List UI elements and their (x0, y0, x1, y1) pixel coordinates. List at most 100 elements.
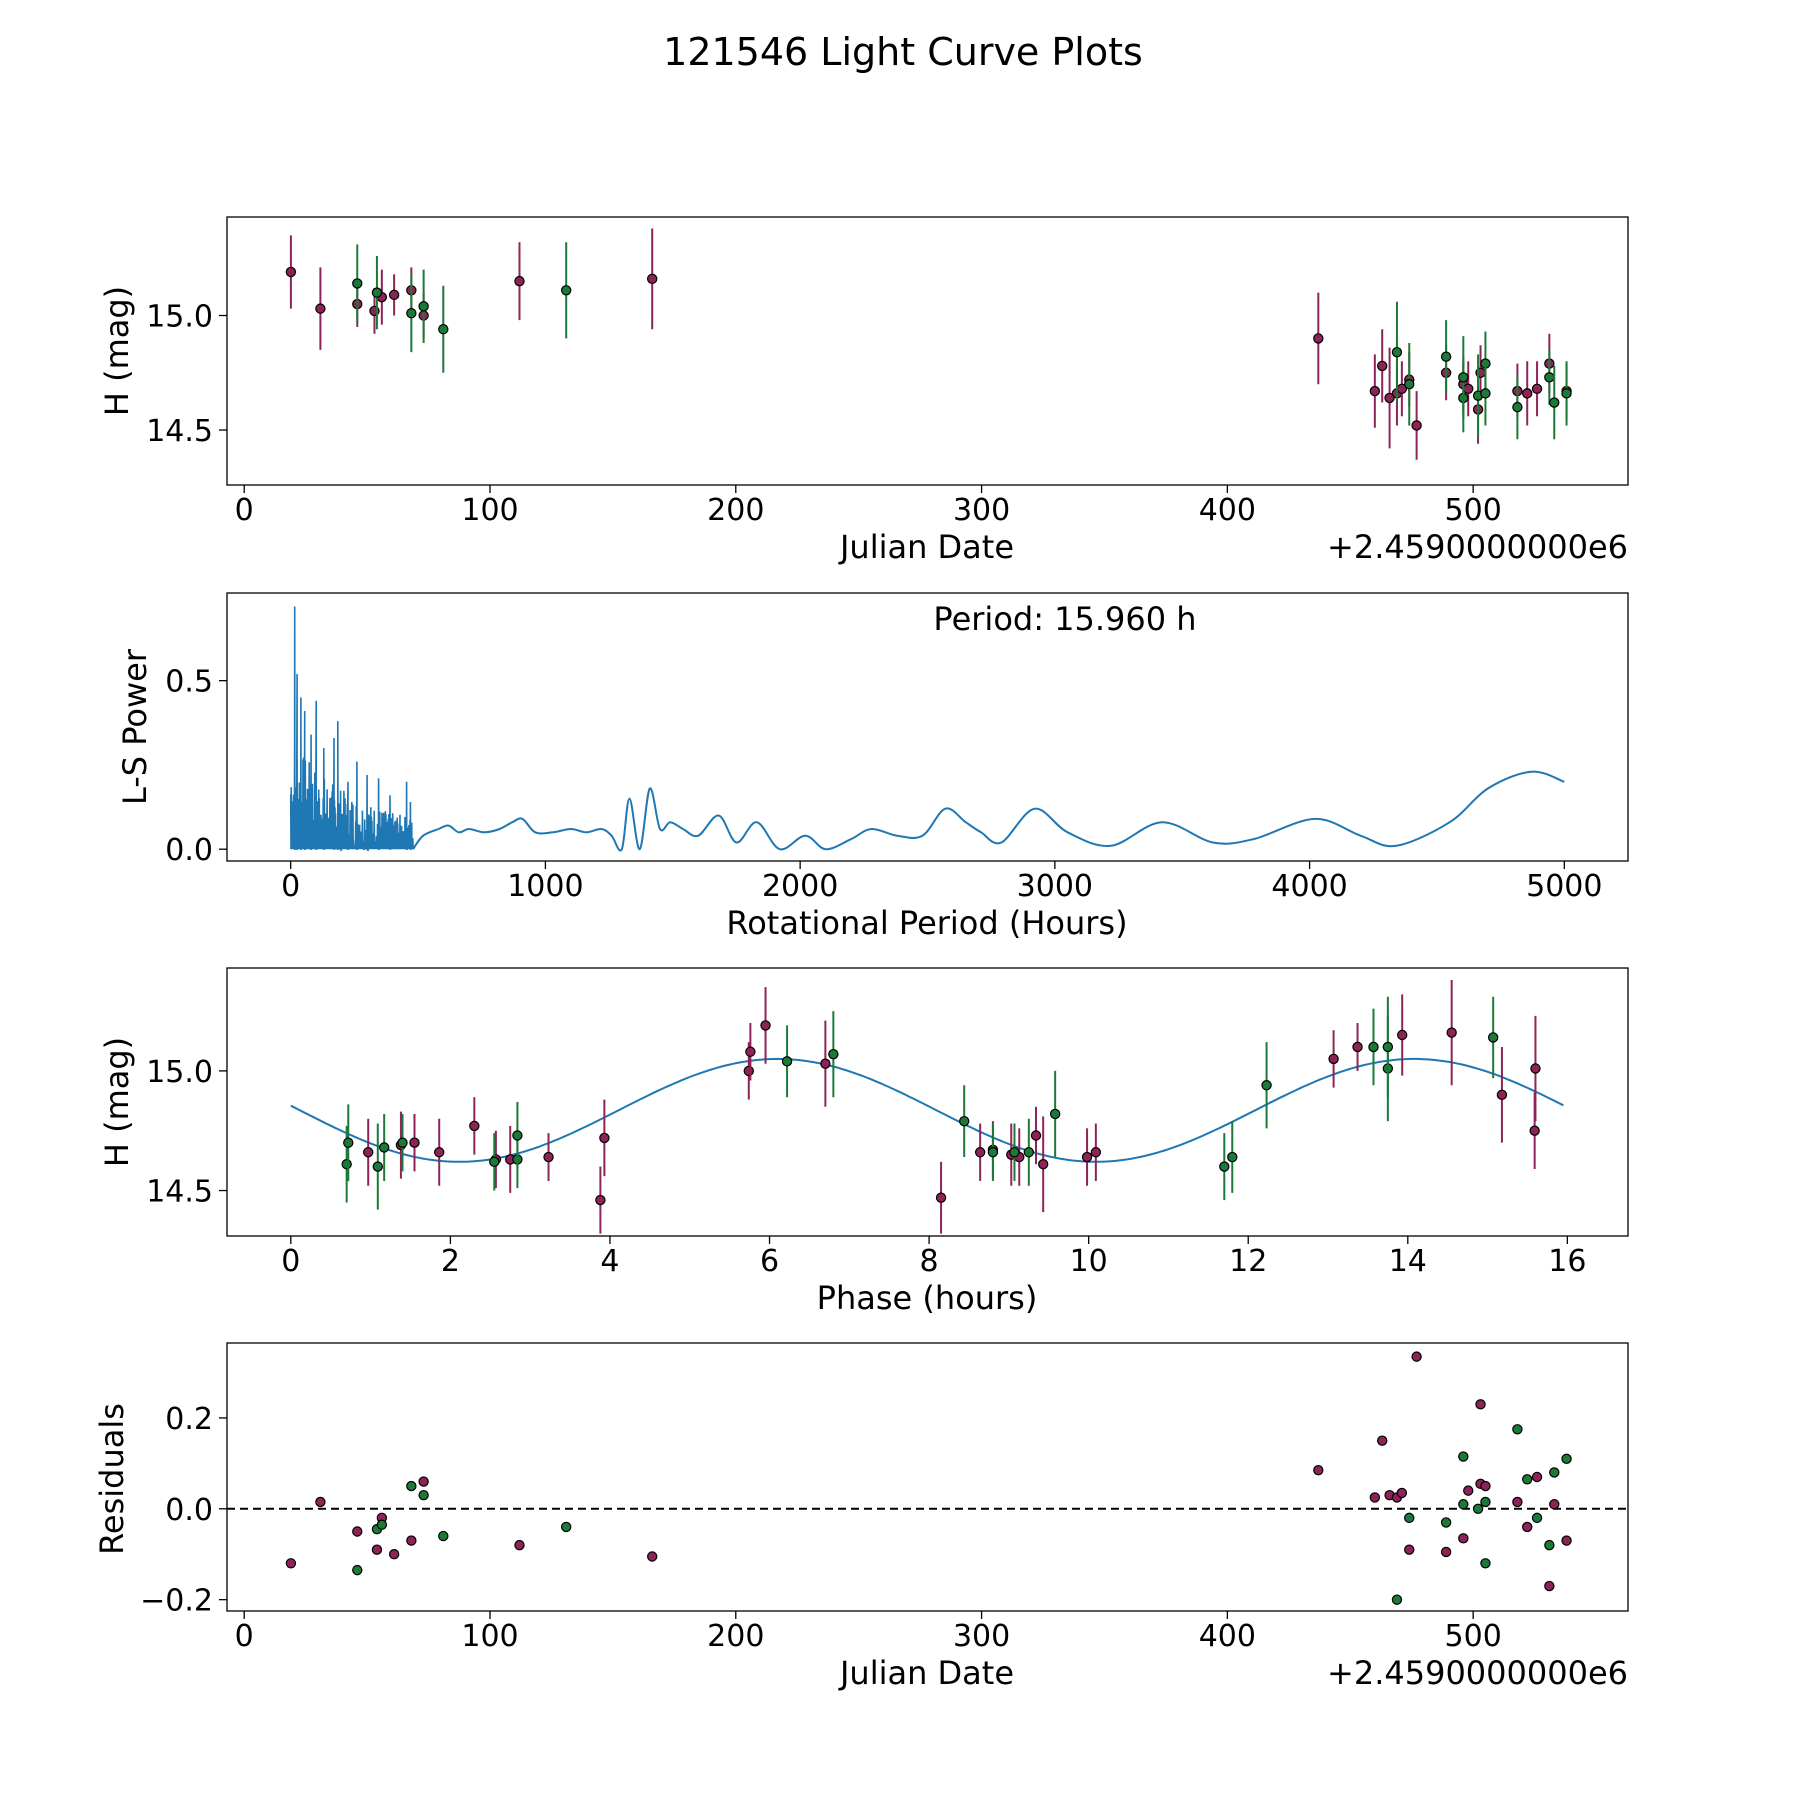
green-point (406, 1480, 417, 1492)
lightcurve-ylabel: H (mag) (98, 286, 136, 416)
magenta-point (760, 1020, 771, 1031)
magenta-point (1531, 1471, 1543, 1483)
green-point (406, 308, 417, 319)
green-point (1458, 372, 1469, 383)
xtick-label: 4000 (1271, 869, 1347, 904)
green-point (1544, 372, 1555, 383)
residuals-ylabel: Residuals (93, 1403, 131, 1555)
green-point (1404, 1512, 1415, 1524)
lightcurve-plot-area (285, 228, 1572, 460)
magenta-point (647, 1551, 658, 1562)
magenta-point (1328, 1053, 1339, 1065)
xtick-label: 0 (281, 869, 300, 904)
fit-curve (290, 1057, 1564, 1163)
green-point (1440, 351, 1452, 362)
xtick-label: 500 (1445, 1619, 1502, 1654)
green-point (1261, 1080, 1272, 1091)
magenta-point (1458, 1533, 1469, 1544)
magenta-point (974, 1147, 986, 1158)
magenta-point (1529, 1125, 1540, 1136)
magenta-point (285, 266, 297, 278)
xtick-label: 1000 (507, 869, 583, 904)
magenta-point (935, 1192, 947, 1203)
green-point (341, 1159, 352, 1170)
periodogram-plot-area (289, 606, 1565, 852)
magenta-point (388, 1549, 400, 1560)
magenta-point (1396, 1487, 1408, 1499)
magenta-point (1561, 1535, 1572, 1546)
magenta-point (285, 1558, 297, 1569)
periodogram-ylabel: L-S Power (116, 648, 154, 805)
magenta-point (1480, 1480, 1491, 1492)
figure-title: 121546 Light Curve Plots (663, 30, 1143, 74)
magenta-point (820, 1058, 831, 1069)
green-point (1458, 1451, 1469, 1462)
magenta-point (743, 1065, 754, 1077)
phased-ylabel: H (mag) (98, 1037, 136, 1167)
phased-axes-frame (226, 967, 1629, 1237)
green-point (1561, 388, 1572, 399)
phased-panel: 0 2 4 6 8 10 12 14 16 15.0 14.5 Phase (hours) H (m… (98, 967, 1629, 1317)
green-point (1391, 1594, 1403, 1605)
xtick-label: 200 (707, 493, 764, 528)
magenta-point (1522, 1521, 1533, 1533)
magenta-point (1313, 333, 1324, 344)
green-point (1512, 1424, 1523, 1435)
ytick-label: −0.2 (140, 1584, 213, 1619)
phased-xlabel: Phase (hours) (817, 1279, 1038, 1317)
residuals-offset-text: +2.4590000000e6 (1327, 1654, 1628, 1692)
magenta-point (514, 275, 525, 287)
green-point (371, 287, 383, 298)
magenta-point (1549, 1499, 1560, 1510)
green-point (560, 1521, 572, 1533)
lightcurve-axes-frame (226, 216, 1629, 486)
green-point (1219, 1161, 1230, 1172)
xtick-label: 300 (953, 1619, 1010, 1654)
magenta-point (1081, 1151, 1093, 1163)
magenta-point (409, 1137, 420, 1148)
periodogram-ticks: 0 1000 2000 3000 4000 5000 0.0 0.5 (165, 665, 1602, 904)
xtick-label: 16 (1548, 1244, 1586, 1279)
ytick-label: 0.0 (165, 1493, 213, 1528)
ytick-label: 0.0 (165, 833, 213, 868)
green-point (1480, 1558, 1491, 1569)
residuals-plot-area (227, 1351, 1628, 1605)
green-point (1023, 1147, 1035, 1158)
green-point (1049, 1108, 1061, 1120)
ytick-label: 14.5 (146, 1175, 213, 1210)
lightcurve-xlabel: Julian Date (838, 528, 1014, 566)
ytick-label: 0.5 (165, 665, 213, 700)
magenta-point (1037, 1159, 1049, 1170)
phased-ticks: 0 2 4 6 8 10 12 14 16 15.0 14.5 (146, 1055, 1586, 1279)
periodogram-axes-frame (226, 592, 1629, 862)
lightcurve-ticks: 0 100 200 300 400 500 15.0 14.5 (146, 299, 1502, 528)
green-point (438, 1530, 449, 1542)
green-point (1458, 1499, 1469, 1510)
green-point (1531, 1512, 1543, 1524)
green-point (418, 301, 429, 312)
magenta-point (599, 1132, 610, 1144)
magenta-point (1369, 1492, 1381, 1503)
periodogram-xlabel: Rotational Period (Hours) (726, 904, 1127, 942)
magenta-point (418, 1476, 429, 1487)
green-point (828, 1048, 839, 1060)
xtick-label: 2 (441, 1244, 460, 1279)
ytick-label: 15.0 (146, 1055, 213, 1090)
xtick-label: 0 (235, 1619, 254, 1654)
magenta-point (388, 289, 400, 301)
magenta-point (1475, 1399, 1486, 1410)
ytick-label: 0.2 (165, 1402, 213, 1437)
magenta-point (1463, 383, 1474, 394)
periodogram-noise-line (289, 606, 414, 852)
magenta-point (1352, 1041, 1363, 1053)
xtick-label: 6 (760, 1244, 779, 1279)
magenta-point (1411, 1351, 1422, 1362)
magenta-point (647, 273, 658, 285)
magenta-point (1496, 1089, 1508, 1101)
green-point (397, 1137, 408, 1148)
xtick-label: 2000 (762, 869, 838, 904)
xtick-label: 400 (1199, 1619, 1256, 1654)
lightcurve-offset-text: +2.4590000000e6 (1327, 528, 1628, 566)
green-point (1480, 1496, 1491, 1508)
